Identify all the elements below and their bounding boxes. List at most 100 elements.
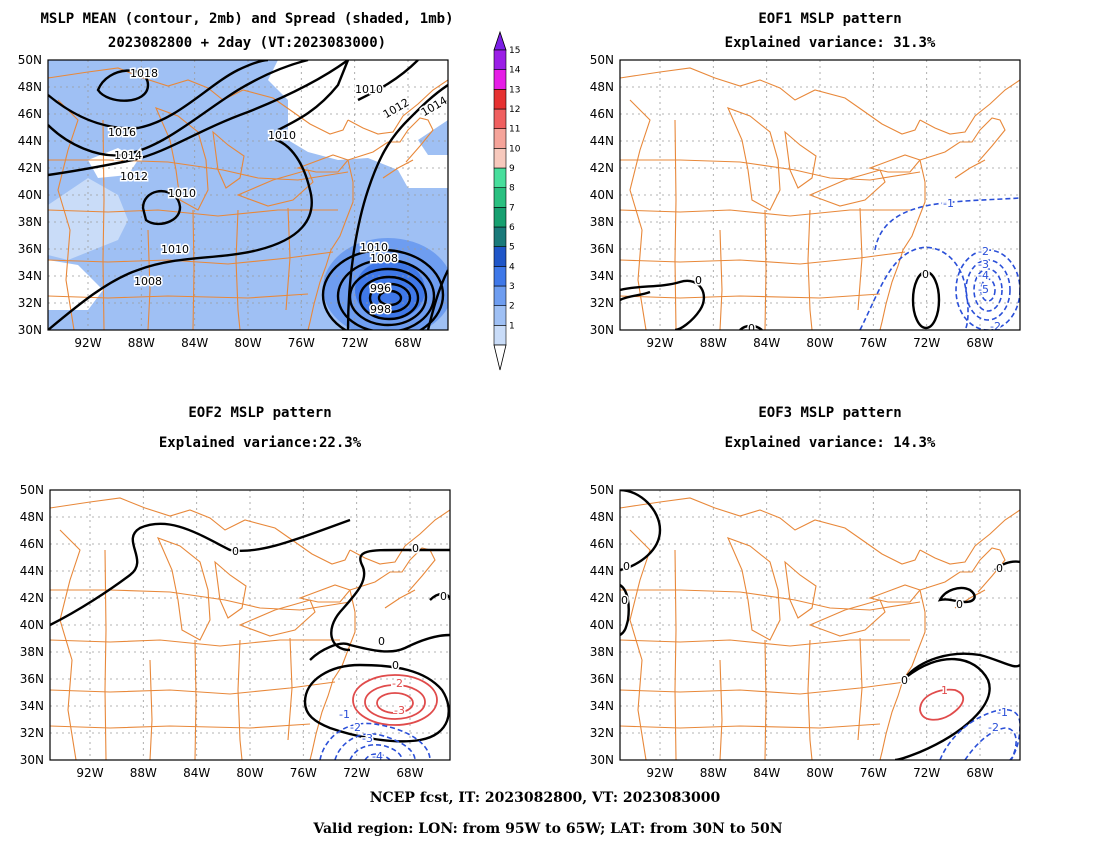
colorbar-label: 5 (509, 243, 515, 253)
lat-label: 44N (18, 134, 42, 148)
mean-contours (48, 60, 448, 330)
lat-label: 36N (590, 672, 614, 686)
mean-frame (47, 59, 449, 331)
lon-label: 80W (806, 336, 833, 350)
colorbar-swatch (493, 128, 507, 149)
lat-label: 32N (18, 296, 42, 310)
contour-label: -4 (978, 269, 989, 282)
colorbar-label: 12 (509, 105, 520, 115)
lat-label: 50N (590, 483, 614, 497)
footer-valid-region: Valid region: LON: from 95W to 65W; LAT:… (312, 821, 782, 837)
lat-label: 38N (18, 215, 42, 229)
colorbar-top-arrow (493, 30, 507, 51)
lat-label: 50N (18, 53, 42, 67)
contour-label: -3 (978, 258, 989, 271)
mean-lon-labels: 92W 88W 84W 80W 76W 72W 68W (74, 336, 421, 350)
lat-label: 40N (18, 188, 42, 202)
lon-label: 88W (128, 336, 155, 350)
lat-label: 38N (590, 645, 614, 659)
contour-label: 0 (748, 322, 755, 335)
contour-label: -1 (339, 708, 350, 721)
contour-label: 0 (956, 598, 963, 611)
lat-label: 36N (20, 672, 44, 686)
colorbar-label: 4 (509, 262, 515, 272)
eof3-lat-labels: 30N 32N 34N 36N 38N 40N 42N 44N 46N 48N … (590, 483, 614, 767)
contour-label: 1010 (168, 187, 196, 200)
contour-label: -3 (394, 704, 405, 717)
eof1-lat-labels: 30N 32N 34N 36N 38N 40N 42N 44N 46N 48N … (590, 53, 614, 337)
lon-label: 72W (913, 336, 940, 350)
eof2-subtitle: Explained variance:22.3% (159, 435, 362, 451)
lat-label: 44N (590, 564, 614, 578)
contour-label: -5 (978, 283, 989, 296)
lon-label: 72W (343, 766, 370, 780)
lat-label: 42N (20, 591, 44, 605)
lat-label: 30N (20, 753, 44, 767)
lon-label: 72W (341, 336, 368, 350)
contour-label: 1 (941, 684, 948, 697)
eof1-contours (620, 197, 1020, 330)
lon-label: 68W (966, 336, 993, 350)
lon-label: 88W (130, 766, 157, 780)
lat-label: 44N (20, 564, 44, 578)
colorbar-swatch (493, 246, 507, 267)
mean-map: 1018 1016 1014 1012 1010 1010 1010 1010 … (18, 53, 449, 350)
lat-label: 44N (590, 134, 614, 148)
colorbar-label: 9 (509, 164, 515, 174)
lat-label: 46N (590, 107, 614, 121)
colorbar-swatch (493, 69, 507, 90)
lat-label: 34N (20, 699, 44, 713)
colorbar-label: 15 (509, 46, 520, 56)
colorbar-bottom-arrow (493, 344, 507, 371)
lon-label: 80W (236, 766, 263, 780)
contour-label: 1012 (120, 170, 148, 183)
colorbar-swatch (493, 207, 507, 228)
lat-label: 34N (18, 269, 42, 283)
lat-label: 40N (20, 618, 44, 632)
contour-label: 0 (440, 590, 447, 603)
eof1-title: EOF1 MSLP pattern (758, 11, 901, 27)
contour-label: -1 (997, 706, 1008, 719)
lat-label: 42N (590, 161, 614, 175)
lon-label: 80W (806, 766, 833, 780)
footer-forecast-info: NCEP fcst, IT: 2023082800, VT: 202308300… (370, 790, 721, 806)
lon-label: 88W (700, 336, 727, 350)
colorbar-label: 7 (509, 203, 515, 213)
contour-label: 0 (922, 268, 929, 281)
lat-label: 32N (20, 726, 44, 740)
panel-mean: MSLP MEAN (contour, 2mb) and Spread (sha… (18, 11, 521, 371)
contour-label: 1018 (130, 67, 158, 80)
spread-white-patch-ne (268, 60, 448, 188)
lat-label: 46N (18, 107, 42, 121)
contour-label: 0 (392, 659, 399, 672)
eof2-contour-labels: 0 0 0 0 0 -2 -3 -1 -2 -3 -4 (231, 541, 449, 761)
spread-shading-light (48, 178, 128, 260)
lat-label: 30N (18, 323, 42, 337)
contour-label: 0 (695, 274, 702, 287)
colorbar-label: 10 (509, 144, 521, 154)
eof2-lon-labels: 92W 88W 84W 80W 76W 72W 68W (76, 766, 423, 780)
lat-label: 48N (18, 80, 42, 94)
contour-label: 1008 (370, 252, 398, 265)
lat-label: 34N (590, 269, 614, 283)
lon-label: 84W (181, 336, 208, 350)
eof1-map: -1 0 0 0 -2 -3 -4 -5 -2 30N 32N 34N 36N … (590, 53, 1021, 350)
lat-label: 32N (590, 296, 614, 310)
contour-label: 1014 (114, 149, 142, 162)
eof2-map: 0 0 0 0 0 -2 -3 -1 -2 -3 -4 30N 32N 34N (20, 483, 451, 780)
colorbar-swatch (493, 49, 507, 70)
lon-label: 92W (74, 336, 101, 350)
lon-label: 68W (966, 766, 993, 780)
spread-shading-ne (418, 120, 448, 155)
contour-label: 0 (901, 674, 908, 687)
lon-label: 84W (183, 766, 210, 780)
contour-label: -2 (392, 677, 403, 690)
lat-label: 46N (590, 537, 614, 551)
colorbar-label: 3 (509, 282, 515, 292)
colorbar-label: 6 (509, 223, 515, 233)
eof2-lat-labels: 30N 32N 34N 36N 38N 40N 42N 44N 46N 48N … (20, 483, 44, 767)
eof1-contour-labels: -1 0 0 0 -2 -3 -4 -5 -2 (694, 196, 1003, 335)
lat-label: 42N (590, 591, 614, 605)
